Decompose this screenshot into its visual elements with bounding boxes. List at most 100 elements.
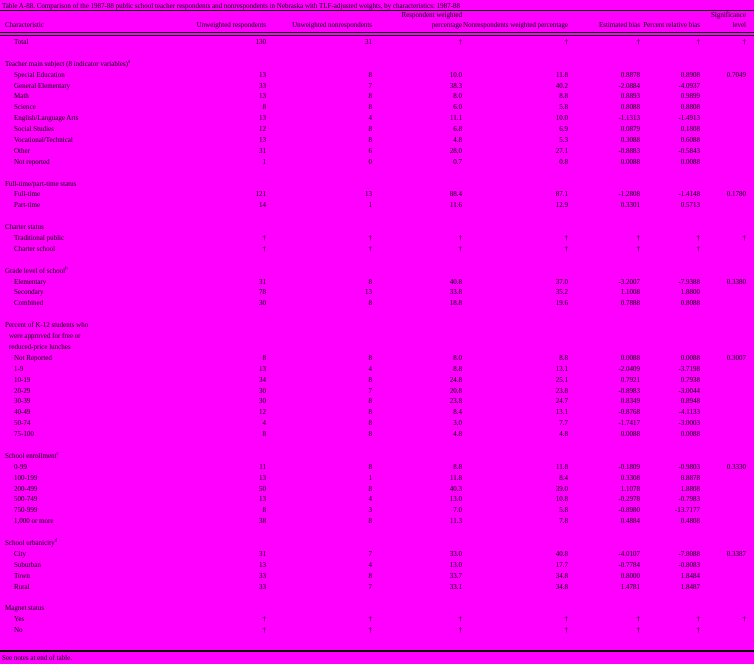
value-cell: † — [742, 38, 747, 46]
value-cell: 40.8 — [555, 549, 568, 558]
value-cell: 33.7 — [449, 571, 462, 580]
value-cell: 0.8088 — [620, 103, 640, 112]
value-cell: 18.8 — [449, 299, 462, 308]
row-label: Suburban — [14, 560, 41, 569]
column-header: Unweighted respondents — [196, 20, 266, 29]
section-header: Magnet status — [0, 603, 754, 614]
value-cell: 31 — [259, 277, 266, 286]
value-cell: † — [458, 244, 463, 253]
header-divider — [0, 32, 754, 36]
value-cell: -1.2808 — [618, 190, 640, 199]
value-cell: 35.2 — [555, 288, 568, 297]
value-cell: -0.7784 — [618, 560, 640, 569]
value-cell: 10.0 — [555, 114, 568, 123]
value-cell: 1.8800 — [680, 288, 700, 297]
value-cell: † — [696, 244, 701, 253]
table-row: 1-9 13 4 8.8 13.1 -2.0409 -3.7198 — [0, 364, 754, 375]
section-gap — [0, 592, 754, 603]
table-row: 50-74 4 8 3.0 7.7 -1.7417 -3.0003 — [0, 418, 754, 429]
value-cell: 7 — [368, 386, 373, 395]
column-header: Characteristic — [5, 20, 44, 29]
value-cell: 0.7921 — [620, 375, 640, 384]
value-cell: 8 — [368, 277, 373, 286]
value-cell: 13 — [259, 70, 266, 79]
table-row: Vocational/Technical 13 8 4.8 5.3 0.3088 0.608… — [0, 135, 754, 146]
table-title: Table A-88. Comparison of the 1987-88 pu… — [0, 0, 754, 11]
value-cell — [700, 135, 746, 146]
table-footnote: See notes at end of table. — [0, 650, 754, 663]
value-cell: † — [458, 626, 463, 635]
value-cell: 8.8 — [453, 462, 462, 471]
value-cell: 4 — [368, 560, 373, 569]
value-cell: 34 — [259, 375, 266, 384]
section-gap — [0, 48, 754, 59]
value-cell: 0.3380 — [726, 277, 746, 286]
table-row: 200-499 50 8 40.3 39.0 1.1078 1.8808 — [0, 484, 754, 495]
section-header: School urbanicityd — [0, 538, 754, 549]
section-header: Percent of K-12 students who — [0, 320, 754, 331]
value-cell: 30 — [259, 299, 266, 308]
value-cell: 0.8893 — [620, 92, 640, 101]
value-cell — [700, 494, 746, 505]
section-header: Full-time/part-time status — [0, 179, 754, 190]
section-header-text: were approved for free or — [9, 332, 81, 341]
table-row: 40-49 12 8 8.4 13.1 -0.8768 -4.1133 — [0, 407, 754, 418]
value-cell — [700, 625, 746, 636]
value-cell: 7.0 — [453, 506, 462, 515]
value-cell: † — [368, 244, 373, 253]
table-row: Full-time 121 13 88.4 87.1 -1.2808 -1.4148 0.17… — [0, 189, 754, 200]
value-cell: 5.8 — [559, 103, 568, 112]
table-row-total: Total 130 31 † † † † † — [0, 37, 754, 48]
value-cell: 1 — [368, 473, 373, 482]
value-cell: † — [564, 38, 569, 46]
table-row: Secondary 78 13 33.8 35.2 1.1008 1.8800 — [0, 287, 754, 298]
value-cell: † — [696, 38, 701, 46]
value-cell: 8.4 — [559, 473, 568, 482]
value-cell — [700, 364, 746, 375]
value-cell: 38.3 — [449, 81, 462, 90]
value-cell: 8.0 — [453, 353, 462, 362]
row-label: Full-time — [14, 190, 41, 199]
value-cell: 0.3387 — [726, 549, 746, 558]
value-cell: 13 — [259, 136, 266, 145]
value-cell: † — [262, 626, 267, 635]
table-body: Total 130 31 † † † † † Teacher main subject (8 i… — [0, 37, 754, 636]
row-label: Yes — [14, 615, 25, 624]
value-cell: 33 — [259, 81, 266, 90]
value-cell: -0.5843 — [678, 146, 700, 155]
value-cell: 1.1008 — [620, 288, 640, 297]
value-cell: 0.8 — [559, 157, 568, 166]
value-cell: 4 — [368, 495, 373, 504]
section-header-text: Teacher main subject (8 indicator variab… — [5, 59, 128, 68]
value-cell: † — [564, 615, 569, 624]
value-cell: † — [636, 626, 641, 635]
value-cell: 37.0 — [555, 277, 568, 286]
value-cell: 10.8 — [555, 495, 568, 504]
value-cell: 34.8 — [555, 582, 568, 591]
value-cell: 0.7888 — [620, 299, 640, 308]
value-cell: -0.9803 — [678, 462, 700, 471]
value-cell: 0.4808 — [680, 517, 700, 526]
value-cell: 8 — [368, 70, 373, 79]
value-cell: 0 — [368, 157, 373, 166]
footnote-marker: d — [54, 538, 58, 544]
table-row: 0-99 11 8 8.8 11.8 -0.1809 -0.9803 0.3330 — [0, 462, 754, 473]
value-cell: 8 — [368, 125, 373, 134]
value-cell: 11.8 — [556, 462, 568, 471]
value-cell: 4 — [368, 114, 373, 123]
value-cell: 13.1 — [555, 408, 568, 417]
value-cell: -0.7983 — [678, 495, 700, 504]
value-cell: 13 — [259, 473, 266, 482]
value-cell: 0.0088 — [620, 157, 640, 166]
footnote-marker: b — [65, 266, 68, 272]
value-cell: 8 — [262, 103, 267, 112]
value-cell: 30 — [259, 397, 266, 406]
value-cell: 1.8484 — [680, 571, 700, 580]
value-cell: 33 — [259, 571, 266, 580]
value-cell: 0.3301 — [620, 201, 640, 210]
value-cell: 33.0 — [449, 549, 462, 558]
table-row: Yes † † † † † † † — [0, 614, 754, 625]
value-cell: 11.3 — [450, 517, 462, 526]
value-cell: 1.8808 — [680, 484, 700, 493]
table-row: English/Language Arts 13 4 11.1 10.0 -1.1313 -… — [0, 113, 754, 124]
